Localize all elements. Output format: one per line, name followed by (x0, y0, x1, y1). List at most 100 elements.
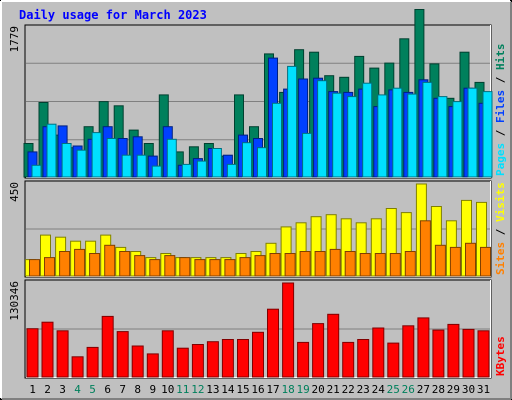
panel-hits-files-pages: 1779 Pages / Files / Hits (8, 9, 507, 179)
bar-kbytes-day-20 (312, 323, 325, 378)
bar-kbytes-day-12 (191, 344, 204, 378)
bar-kbytes-day-15 (237, 339, 249, 378)
bar-kbytes-day-16 (252, 331, 264, 378)
legend-pages: Pages (494, 143, 507, 176)
bar-pages-day-18 (287, 65, 298, 178)
bar-sites-day-2 (44, 257, 55, 277)
bar-pages-day-27 (422, 81, 433, 178)
bar-pages-day-28 (437, 96, 448, 178)
bar-pages-day-3 (61, 143, 72, 178)
x-tick-day-6: 6 (104, 383, 111, 396)
bar-sites-day-28 (434, 244, 446, 277)
bar-pages-day-5 (91, 132, 102, 178)
x-tick-day-20: 20 (311, 383, 324, 396)
legend-hits: Hits (494, 44, 507, 71)
x-tick-day-14: 14 (221, 383, 235, 396)
bar-kbytes-day-31 (477, 330, 490, 378)
bar-sites-day-31 (480, 246, 491, 277)
bar-sites-day-1 (29, 259, 40, 277)
x-tick-day-21: 21 (327, 383, 340, 396)
bar-sites-day-12 (194, 259, 206, 277)
bar-pages-day-21 (332, 92, 343, 178)
bar-pages-day-14 (226, 163, 237, 178)
panel-kbytes: 130346 KBytes (8, 279, 507, 379)
x-tick-day-27: 27 (417, 383, 430, 396)
bar-kbytes-day-27 (417, 317, 430, 378)
bar-sites-day-19 (299, 251, 311, 277)
legend-sites: Sites (494, 242, 507, 275)
bar-sites-day-30 (465, 242, 476, 277)
bar-kbytes-day-22 (342, 341, 355, 378)
x-tick-day-11: 11 (176, 383, 189, 396)
bar-kbytes-day-2 (41, 321, 54, 378)
bar-sites-day-13 (209, 259, 221, 277)
bar-kbytes-day-7 (116, 331, 129, 378)
bar-kbytes-day-8 (131, 345, 144, 378)
bar-pages-day-15 (242, 142, 252, 178)
bar-kbytes-day-13 (206, 341, 219, 378)
bar-sites-day-27 (419, 220, 431, 277)
x-tick-day-28: 28 (432, 383, 445, 396)
legend-hits-files-pages: Pages / Files / Hits (494, 44, 507, 177)
bar-sites-day-5 (89, 253, 101, 277)
bar-kbytes-day-29 (447, 323, 460, 378)
legend-separator: / (494, 123, 507, 143)
bar-sites-day-9 (149, 259, 161, 277)
bar-kbytes-day-28 (432, 329, 445, 378)
legend-separator: / (494, 70, 507, 90)
bar-pages-day-16 (257, 147, 267, 178)
x-tick-day-8: 8 (134, 383, 141, 396)
bar-sites-day-8 (134, 255, 146, 277)
bar-sites-day-24 (374, 253, 386, 277)
bar-sites-day-16 (254, 255, 266, 277)
bar-kbytes-day-19 (297, 341, 310, 378)
bar-pages-day-24 (377, 94, 388, 178)
bar-kbytes-day-17 (267, 308, 279, 378)
x-tick-day-12: 12 (191, 383, 204, 396)
bar-pages-day-31 (482, 91, 493, 178)
x-tick-day-17: 17 (266, 383, 279, 396)
bar-sites-day-22 (344, 251, 356, 277)
x-tick-day-30: 30 (462, 383, 475, 396)
bar-pages-day-2 (46, 123, 57, 178)
bar-sites-day-21 (329, 248, 341, 277)
bar-kbytes-day-10 (161, 330, 174, 378)
x-tick-day-1: 1 (29, 383, 36, 396)
bar-pages-day-10 (166, 138, 177, 178)
legend-files: Files (494, 90, 507, 123)
bar-pages-day-9 (151, 165, 162, 178)
y-max-label: 1779 (8, 26, 21, 53)
x-tick-day-22: 22 (342, 383, 355, 396)
bar-pages-day-4 (76, 149, 87, 178)
bar-pages-day-29 (452, 101, 463, 178)
bar-kbytes-day-11 (176, 347, 189, 378)
bar-pages-day-23 (362, 82, 373, 178)
bar-kbytes-day-18 (282, 282, 295, 378)
bar-sites-day-6 (104, 244, 116, 277)
bar-pages-day-26 (407, 93, 418, 178)
bar-kbytes-day-5 (86, 346, 99, 378)
bar-pages-day-25 (392, 87, 403, 178)
legend-visits: Visits (494, 182, 507, 222)
bar-kbytes-day-30 (462, 328, 475, 378)
legend-kbytes: KBytes (494, 336, 507, 376)
x-tick-day-18: 18 (281, 383, 294, 396)
chart-title: Daily usage for March 2023 (19, 8, 207, 22)
bar-pages-day-30 (467, 87, 478, 178)
bar-pages-day-1 (31, 164, 42, 178)
bar-sites-day-15 (239, 257, 251, 277)
bar-sites-day-29 (449, 246, 461, 277)
x-tick-day-10: 10 (161, 383, 174, 396)
bar-pages-day-22 (347, 96, 358, 178)
bar-kbytes-day-3 (56, 330, 69, 378)
bar-pages-day-13 (211, 148, 222, 178)
legend-separator: / (494, 222, 507, 242)
x-tick-day-15: 15 (236, 383, 249, 396)
bar-pages-day-12 (196, 160, 207, 178)
bar-kbytes-day-9 (146, 353, 159, 378)
y-max-label: 450 (8, 182, 21, 202)
x-tick-day-5: 5 (89, 383, 96, 396)
bar-sites-day-25 (389, 253, 401, 277)
y-max-label: 130346 (8, 281, 21, 321)
